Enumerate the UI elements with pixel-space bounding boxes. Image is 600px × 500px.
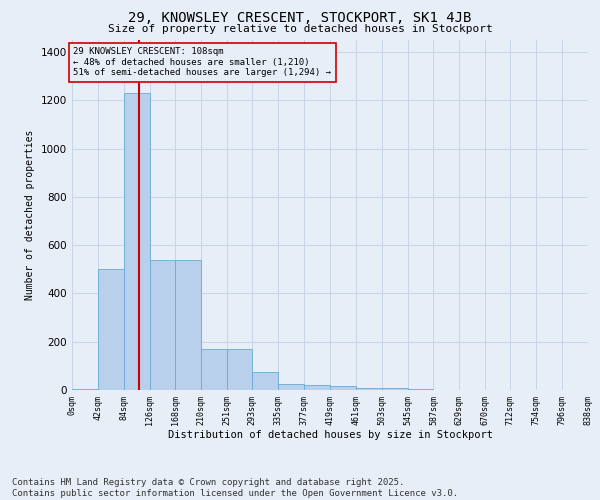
Bar (304, 385, 330, 390)
Bar (330, 386, 356, 390)
Text: 29, KNOWSLEY CRESCENT, STOCKPORT, SK1 4JB: 29, KNOWSLEY CRESCENT, STOCKPORT, SK1 4J… (128, 11, 472, 25)
Text: Size of property relative to detached houses in Stockport: Size of property relative to detached ho… (107, 24, 493, 34)
Bar (278, 384, 304, 390)
Y-axis label: Number of detached properties: Number of detached properties (25, 130, 35, 300)
Bar (382, 388, 407, 390)
X-axis label: Distribution of detached houses by size in Stockport: Distribution of detached houses by size … (167, 430, 493, 440)
Bar (124, 93, 149, 390)
Bar (227, 349, 253, 390)
Bar (149, 260, 175, 390)
Bar (356, 388, 382, 390)
Bar (253, 372, 278, 390)
Text: 29 KNOWSLEY CRESCENT: 108sqm
← 48% of detached houses are smaller (1,210)
51% of: 29 KNOWSLEY CRESCENT: 108sqm ← 48% of de… (73, 47, 331, 77)
Text: Contains HM Land Registry data © Crown copyright and database right 2025.
Contai: Contains HM Land Registry data © Crown c… (12, 478, 458, 498)
Bar (98, 270, 124, 390)
Bar (407, 389, 433, 390)
Bar (175, 260, 202, 390)
Bar (202, 349, 227, 390)
Bar (72, 389, 98, 390)
